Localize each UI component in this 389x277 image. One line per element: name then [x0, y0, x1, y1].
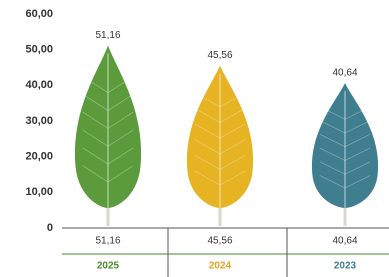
table-value: 45,56 [207, 236, 232, 247]
y-tick-label: 40,00 [25, 79, 53, 91]
y-tick-label: 60,00 [25, 8, 53, 20]
table-value: 51,16 [95, 236, 120, 247]
chart: 0 10,00 20,00 30,00 40,00 50,00 60,00 51,16 51,1… [0, 0, 389, 277]
y-tick-label: 10,00 [25, 186, 53, 198]
year-label: 2025 [97, 261, 120, 272]
y-tick-label: 0 [47, 222, 53, 234]
value-label: 40,64 [332, 68, 357, 79]
table-value: 40,64 [332, 236, 357, 247]
y-tick-label: 50,00 [25, 44, 53, 56]
value-label: 51,16 [95, 30, 120, 41]
year-label: 2023 [334, 261, 357, 272]
y-tick-label: 20,00 [25, 151, 53, 163]
value-label: 45,56 [207, 50, 232, 61]
year-label: 2024 [209, 261, 232, 272]
y-tick-label: 30,00 [25, 115, 53, 127]
